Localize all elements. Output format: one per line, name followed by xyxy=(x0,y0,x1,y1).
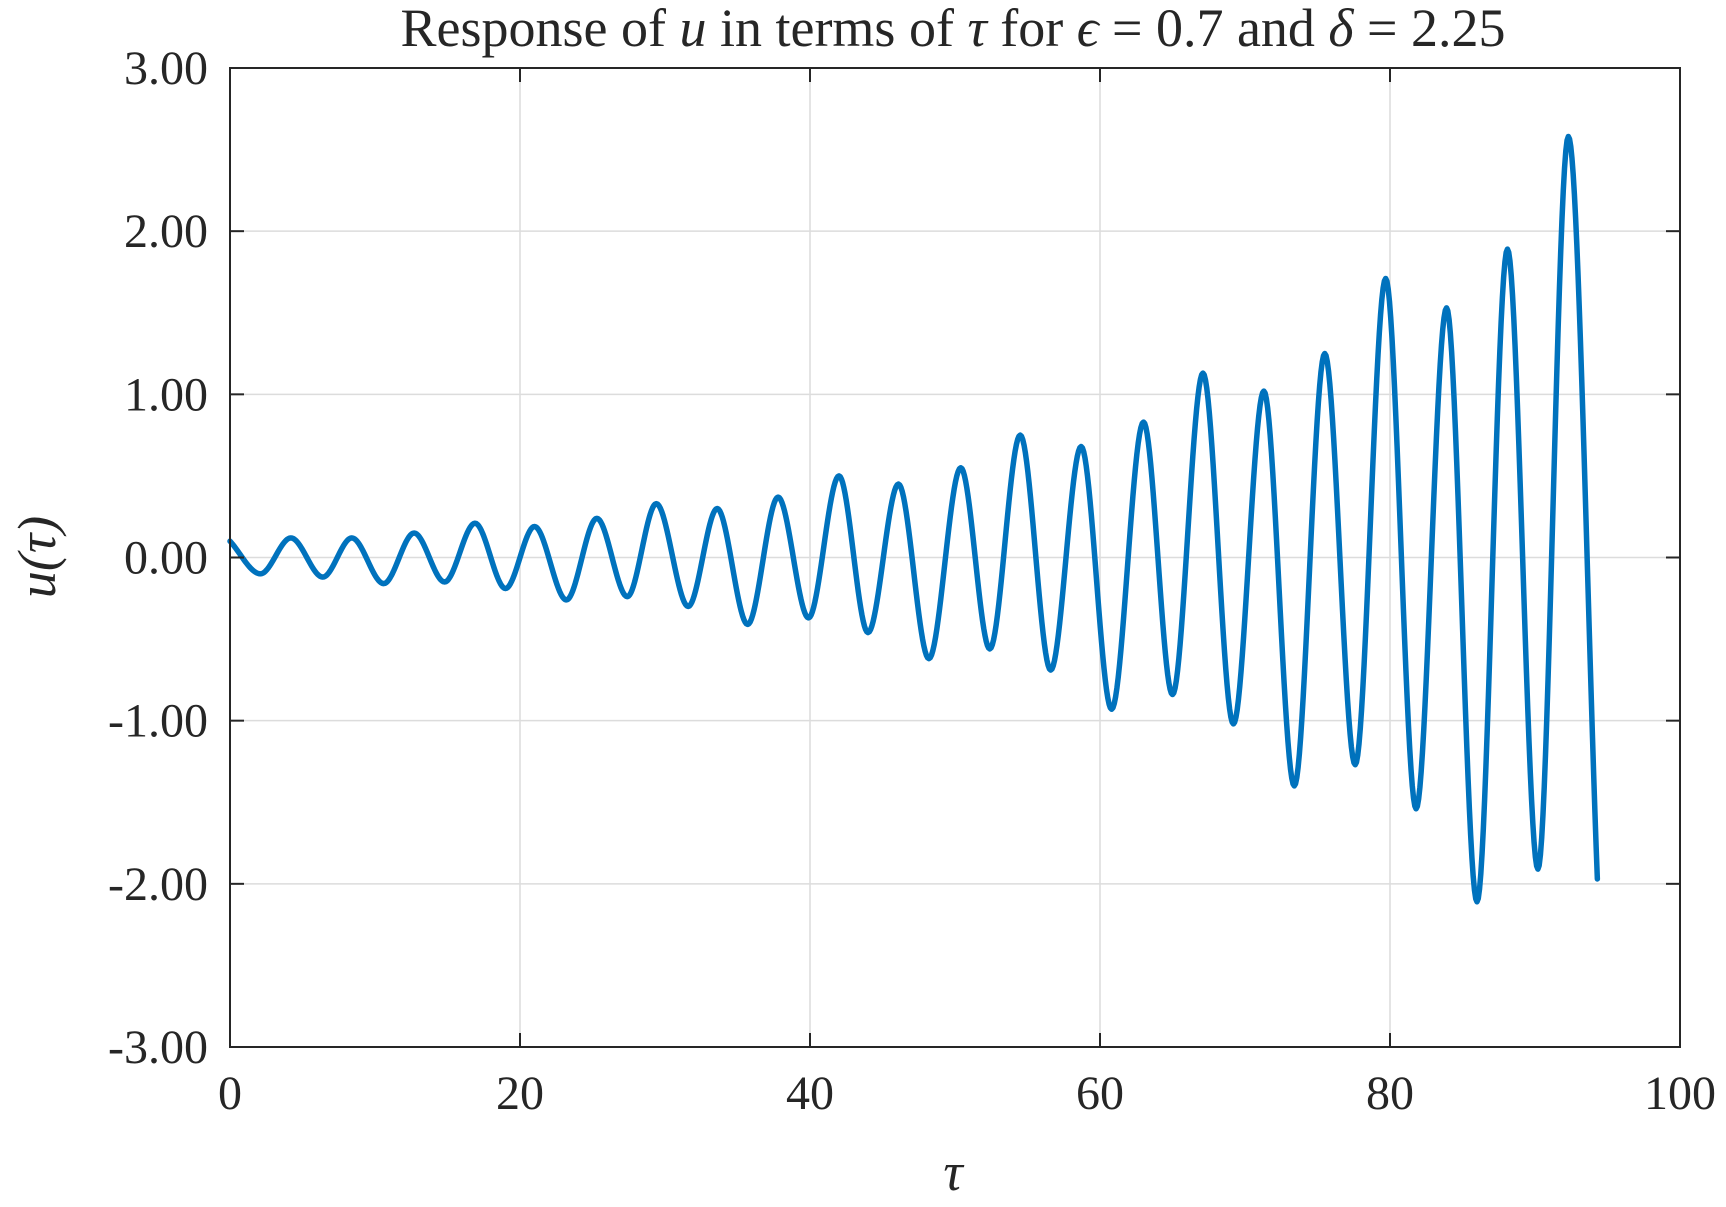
title-part-tau: τ xyxy=(967,0,988,58)
y-tick-label: 3.00 xyxy=(124,42,208,95)
title-part-3: in terms of xyxy=(706,0,967,58)
x-tick-label: 80 xyxy=(1366,1067,1414,1120)
x-tick-label: 40 xyxy=(786,1067,834,1120)
y-tick-label: 0.00 xyxy=(124,532,208,585)
axis-ticks: 0 20 40 60 80 100 3.00 2.00 1.00 0.00 -1.00 -2.00 -3… xyxy=(108,42,1716,1120)
y-tick-label: -1.00 xyxy=(108,695,208,748)
series-line-u xyxy=(227,133,1601,905)
y-tick-label: 2.00 xyxy=(124,205,208,258)
x-tick-label: 60 xyxy=(1076,1067,1124,1120)
y-tick-label: -3.00 xyxy=(108,1021,208,1074)
x-tick-label: 100 xyxy=(1644,1067,1716,1120)
x-axis-label: τ xyxy=(943,1142,964,1202)
title-part-u: u xyxy=(679,0,706,58)
title-part-delta: δ xyxy=(1328,0,1354,58)
x-tick-label: 0 xyxy=(218,1067,242,1120)
title-part-epsilon: ϵ xyxy=(1077,0,1101,58)
y-tick-label: 1.00 xyxy=(124,368,208,421)
y-axis-label: u(τ) xyxy=(7,516,67,598)
title-part-5: for xyxy=(987,0,1077,58)
chart-title: Response of u in terms of τ for ϵ = 0.7 … xyxy=(401,0,1506,58)
title-part-9: = 2.25 xyxy=(1354,0,1506,58)
x-tick-label: 20 xyxy=(496,1067,544,1120)
title-part-1: Response of xyxy=(401,0,680,58)
y-tick-label: -2.00 xyxy=(108,858,208,911)
title-part-7: = 0.7 and xyxy=(1099,0,1329,58)
